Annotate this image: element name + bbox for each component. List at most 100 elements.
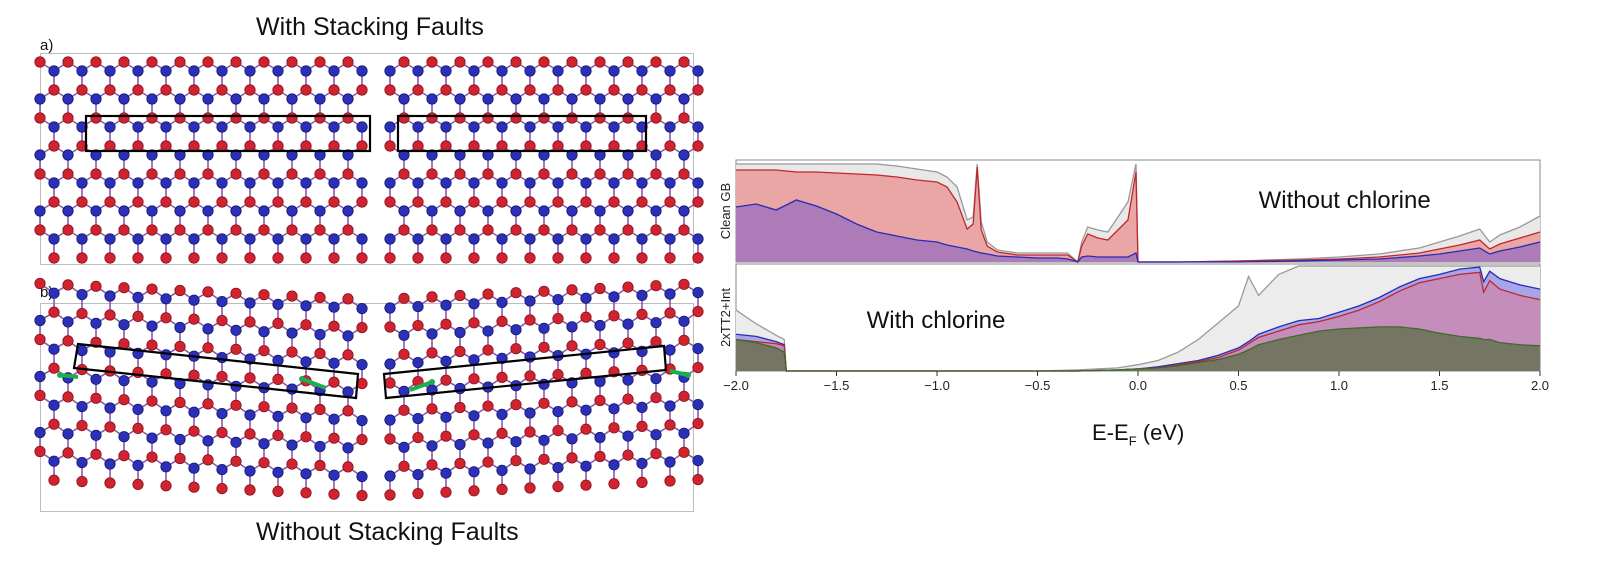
red-atom (300, 252, 312, 264)
blue-atom (230, 149, 242, 161)
red-atom (650, 224, 662, 236)
red-atom (244, 252, 256, 264)
blue-atom (384, 470, 396, 482)
blue-atom (566, 321, 578, 333)
red-atom (146, 395, 158, 407)
blue-atom (524, 463, 536, 475)
blue-atom (538, 378, 550, 390)
red-atom (314, 224, 326, 236)
red-atom (580, 196, 592, 208)
red-atom (496, 483, 508, 495)
blue-atom (384, 121, 396, 133)
blue-atom (342, 205, 354, 217)
blue-atom (384, 65, 396, 77)
red-atom (230, 287, 242, 299)
blue-atom (454, 149, 466, 161)
series-red-line (736, 166, 1541, 264)
red-atom (608, 84, 620, 96)
red-atom (314, 403, 326, 416)
red-atom (118, 168, 130, 180)
blue-atom (146, 205, 158, 217)
blue-atom (314, 205, 326, 217)
red-atom (440, 374, 452, 386)
blue-atom (384, 233, 396, 245)
red-atom (244, 428, 256, 440)
blue-atom (580, 177, 592, 189)
series-green-line (735, 326, 1541, 372)
red-atom (258, 168, 270, 180)
red-atom (664, 196, 676, 208)
red-atom (314, 291, 326, 304)
blue-atom (440, 121, 452, 133)
red-atom (48, 140, 60, 152)
red-atom (622, 56, 634, 68)
red-atom (286, 346, 298, 358)
blue-atom (76, 233, 88, 245)
red-atom (76, 196, 88, 208)
red-atom (608, 252, 620, 264)
red-atom (566, 452, 578, 464)
blue-atom (76, 177, 88, 189)
red-atom (510, 343, 522, 355)
blue-atom (132, 291, 144, 303)
blue-atom (440, 233, 452, 245)
blue-atom (650, 373, 662, 385)
red-atom (104, 140, 116, 152)
blue-atom (300, 356, 312, 368)
red-atom (398, 348, 410, 360)
red-atom (426, 403, 438, 415)
red-atom (608, 140, 620, 152)
red-atom (76, 420, 88, 432)
blue-atom (104, 290, 116, 302)
red-atom (454, 224, 466, 236)
red-atom (356, 434, 368, 446)
blue-atom (34, 205, 46, 217)
subplot-annotation: With chlorine (867, 307, 1006, 334)
red-atom (412, 196, 424, 208)
blue-atom (230, 324, 242, 336)
blue-atom (440, 467, 452, 479)
blue-atom (244, 121, 256, 133)
red-atom (636, 420, 648, 432)
red-atom (62, 391, 74, 403)
displacement-arrow (409, 380, 433, 392)
blue-atom (76, 121, 88, 133)
highlight-box-right (382, 344, 668, 400)
red-atom (174, 224, 186, 236)
blue-atom (678, 315, 690, 327)
blue-atom (538, 93, 550, 105)
blue-atom (300, 65, 312, 77)
red-atom (118, 394, 130, 406)
panel-b-title: Without Stacking Faults (256, 518, 519, 546)
blue-atom (636, 289, 648, 301)
red-atom (650, 280, 662, 292)
blue-atom (412, 121, 424, 133)
red-atom (356, 321, 368, 334)
red-atom (398, 224, 410, 236)
blue-atom (216, 408, 228, 420)
blue-atom (412, 233, 424, 245)
blue-atom (454, 326, 466, 339)
red-atom (244, 484, 256, 496)
red-atom (146, 283, 158, 295)
blue-atom (300, 121, 312, 133)
red-atom (160, 84, 172, 96)
red-atom (594, 282, 606, 295)
red-atom (216, 483, 228, 495)
red-atom (412, 319, 424, 332)
red-atom (454, 112, 466, 124)
red-atom (300, 140, 312, 152)
structure-a-diagram (34, 56, 704, 264)
blue-atom (272, 177, 284, 189)
red-atom (566, 340, 578, 352)
blue-atom (482, 93, 494, 105)
red-atom (440, 196, 452, 208)
panel-a-letter: a) (40, 37, 54, 54)
red-atom (174, 340, 186, 353)
x-tick-label: −1.0 (924, 378, 950, 393)
red-atom (216, 371, 228, 383)
blue-atom (146, 376, 158, 388)
blue-atom (146, 149, 158, 161)
blue-atom (468, 233, 480, 245)
red-atom (62, 447, 74, 459)
